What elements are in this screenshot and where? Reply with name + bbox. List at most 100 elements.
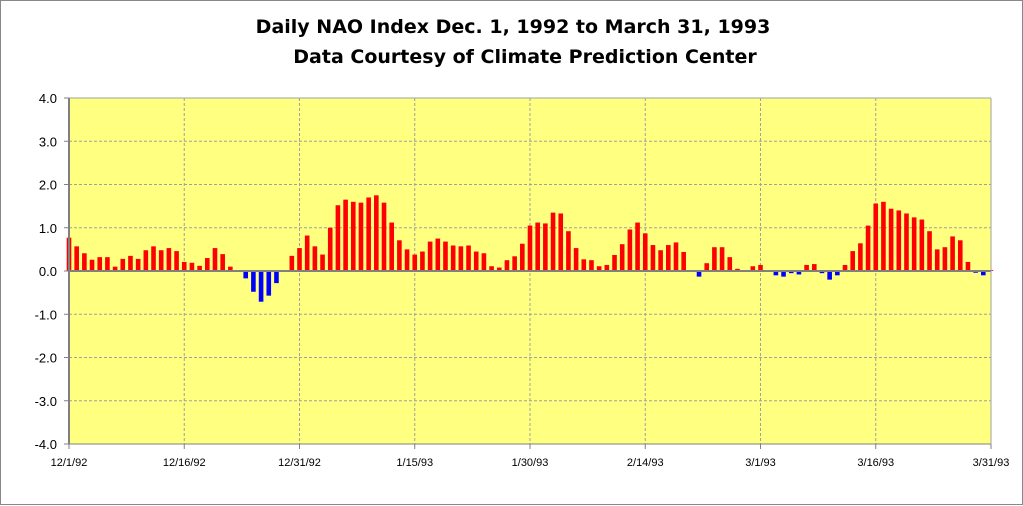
y-tick-label: 1.0 (39, 221, 57, 236)
bar (912, 217, 917, 271)
bar (320, 255, 325, 271)
bar (520, 244, 525, 271)
bar (620, 244, 625, 271)
bar (881, 202, 886, 271)
bar (658, 250, 663, 271)
bar (443, 242, 448, 271)
bar (251, 271, 256, 292)
bar (566, 231, 571, 271)
bar (466, 245, 471, 271)
bar (405, 249, 410, 271)
bar (190, 263, 195, 271)
bar (167, 248, 172, 271)
x-tick-label: 12/16/92 (163, 457, 206, 469)
bar (512, 256, 517, 271)
bar (935, 249, 940, 271)
bar (643, 233, 648, 271)
bar (558, 213, 563, 271)
chart-subtitle: Data Courtesy of Climate Prediction Cent… (293, 46, 757, 68)
bar (581, 259, 586, 271)
bar (389, 223, 394, 271)
bar (105, 257, 110, 271)
bar (343, 200, 348, 271)
bar (451, 245, 456, 271)
chart-title: Daily NAO Index Dec. 1, 1992 to March 31… (256, 16, 771, 38)
bar (213, 248, 218, 271)
bar (574, 248, 579, 271)
bar (966, 262, 971, 271)
bar (628, 229, 633, 271)
bar (681, 252, 686, 271)
bar (528, 226, 533, 271)
y-tick-label: -2.0 (35, 351, 57, 366)
bar (958, 240, 963, 271)
bar (259, 271, 264, 302)
bar (866, 226, 871, 271)
bar (313, 246, 318, 271)
bar (243, 271, 248, 278)
y-tick-label: 0.0 (39, 264, 57, 279)
bar (897, 210, 902, 271)
bar (927, 231, 932, 271)
bar (397, 240, 402, 271)
bar (428, 242, 433, 271)
y-tick-label: 3.0 (39, 134, 57, 149)
bar (120, 259, 125, 271)
bar (297, 248, 302, 271)
bar (589, 260, 594, 271)
bar (136, 259, 141, 271)
y-tick-label: 4.0 (39, 91, 57, 106)
bar (858, 243, 863, 271)
bar (336, 205, 341, 271)
bar (266, 271, 271, 296)
bar (543, 223, 548, 271)
bar (474, 252, 479, 271)
bar (82, 253, 87, 271)
y-tick-label: 2.0 (39, 178, 57, 193)
bar (612, 255, 617, 271)
bar (482, 253, 487, 271)
bar (290, 256, 295, 271)
bar (328, 228, 333, 271)
bar (220, 254, 225, 271)
bar (943, 247, 948, 271)
bar (128, 256, 133, 271)
bar (274, 271, 279, 283)
x-tick-label: 12/31/92 (278, 457, 321, 469)
bar (674, 242, 679, 271)
bar (351, 202, 356, 271)
x-tick-label: 3/31/93 (973, 457, 1010, 469)
bar (151, 246, 156, 271)
bar (182, 262, 187, 271)
bar (704, 263, 709, 271)
bar (97, 257, 102, 271)
bar (551, 213, 556, 271)
bar (90, 260, 95, 271)
bar (74, 246, 79, 271)
bar (359, 203, 364, 271)
bar (635, 223, 640, 271)
y-tick-label: -3.0 (35, 394, 57, 409)
x-tick-label: 3/1/93 (745, 457, 776, 469)
bar (174, 251, 179, 271)
bar (366, 197, 371, 271)
bar (904, 213, 909, 271)
x-tick-label: 1/30/93 (512, 457, 549, 469)
bar (666, 245, 671, 271)
bar (920, 220, 925, 271)
bar (459, 246, 464, 271)
bar (305, 236, 310, 271)
bar (950, 236, 955, 271)
bar (827, 271, 832, 280)
bar (505, 260, 510, 271)
bar (812, 264, 817, 271)
x-tick-label: 12/1/92 (51, 457, 88, 469)
bar (651, 245, 656, 271)
x-tick-label: 1/15/93 (396, 457, 433, 469)
x-tick-label: 3/16/93 (857, 457, 894, 469)
bar (205, 258, 210, 271)
bar (535, 223, 540, 271)
bar (420, 252, 425, 271)
